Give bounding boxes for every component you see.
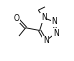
Text: N: N — [53, 29, 59, 38]
Text: N: N — [51, 17, 57, 26]
Text: N: N — [41, 13, 47, 22]
Text: N: N — [43, 36, 49, 45]
Text: O: O — [14, 14, 20, 23]
